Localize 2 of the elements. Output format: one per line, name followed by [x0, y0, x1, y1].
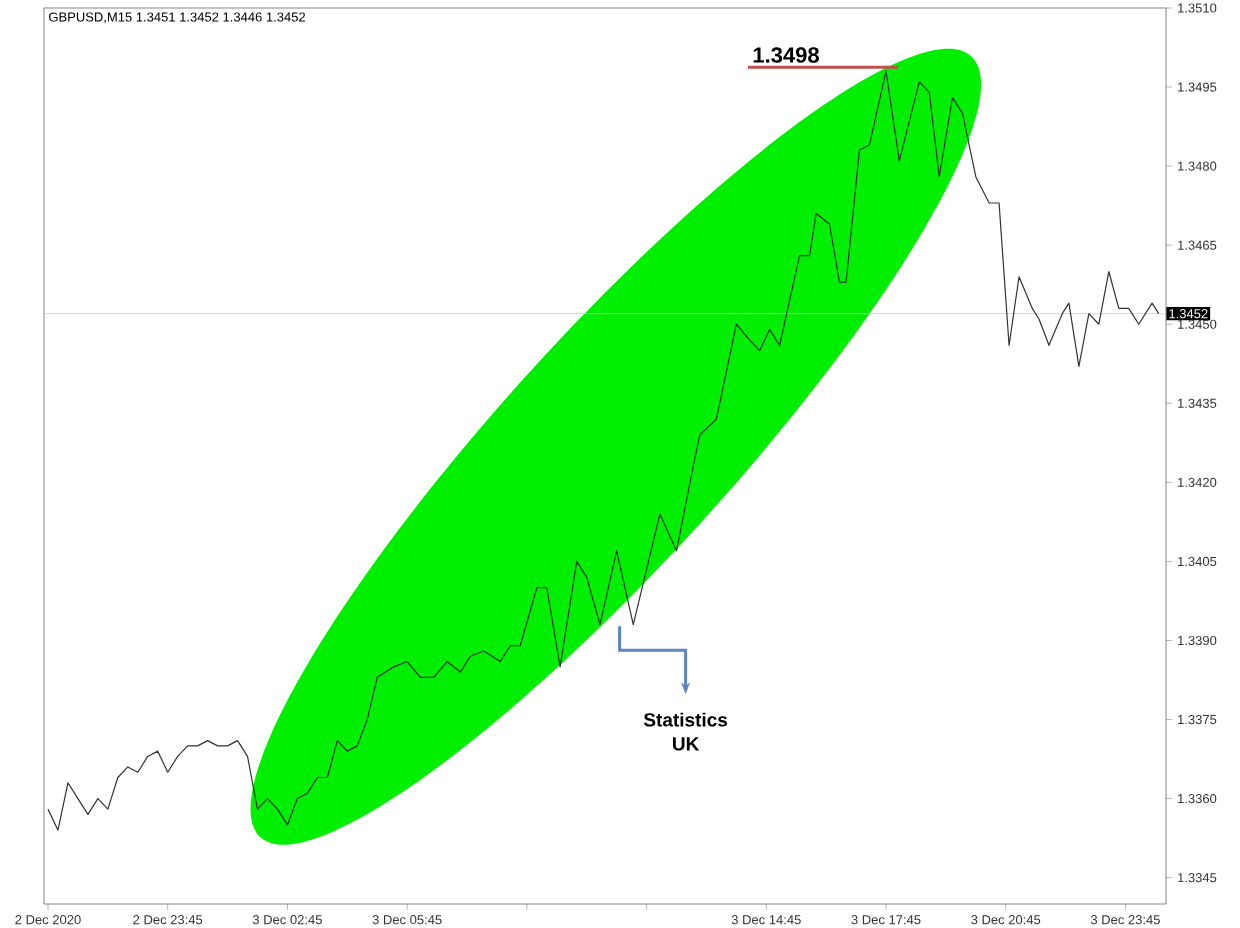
annotation: Statistics UK — [643, 712, 728, 751]
annotation: 1.3498 — [753, 47, 819, 63]
